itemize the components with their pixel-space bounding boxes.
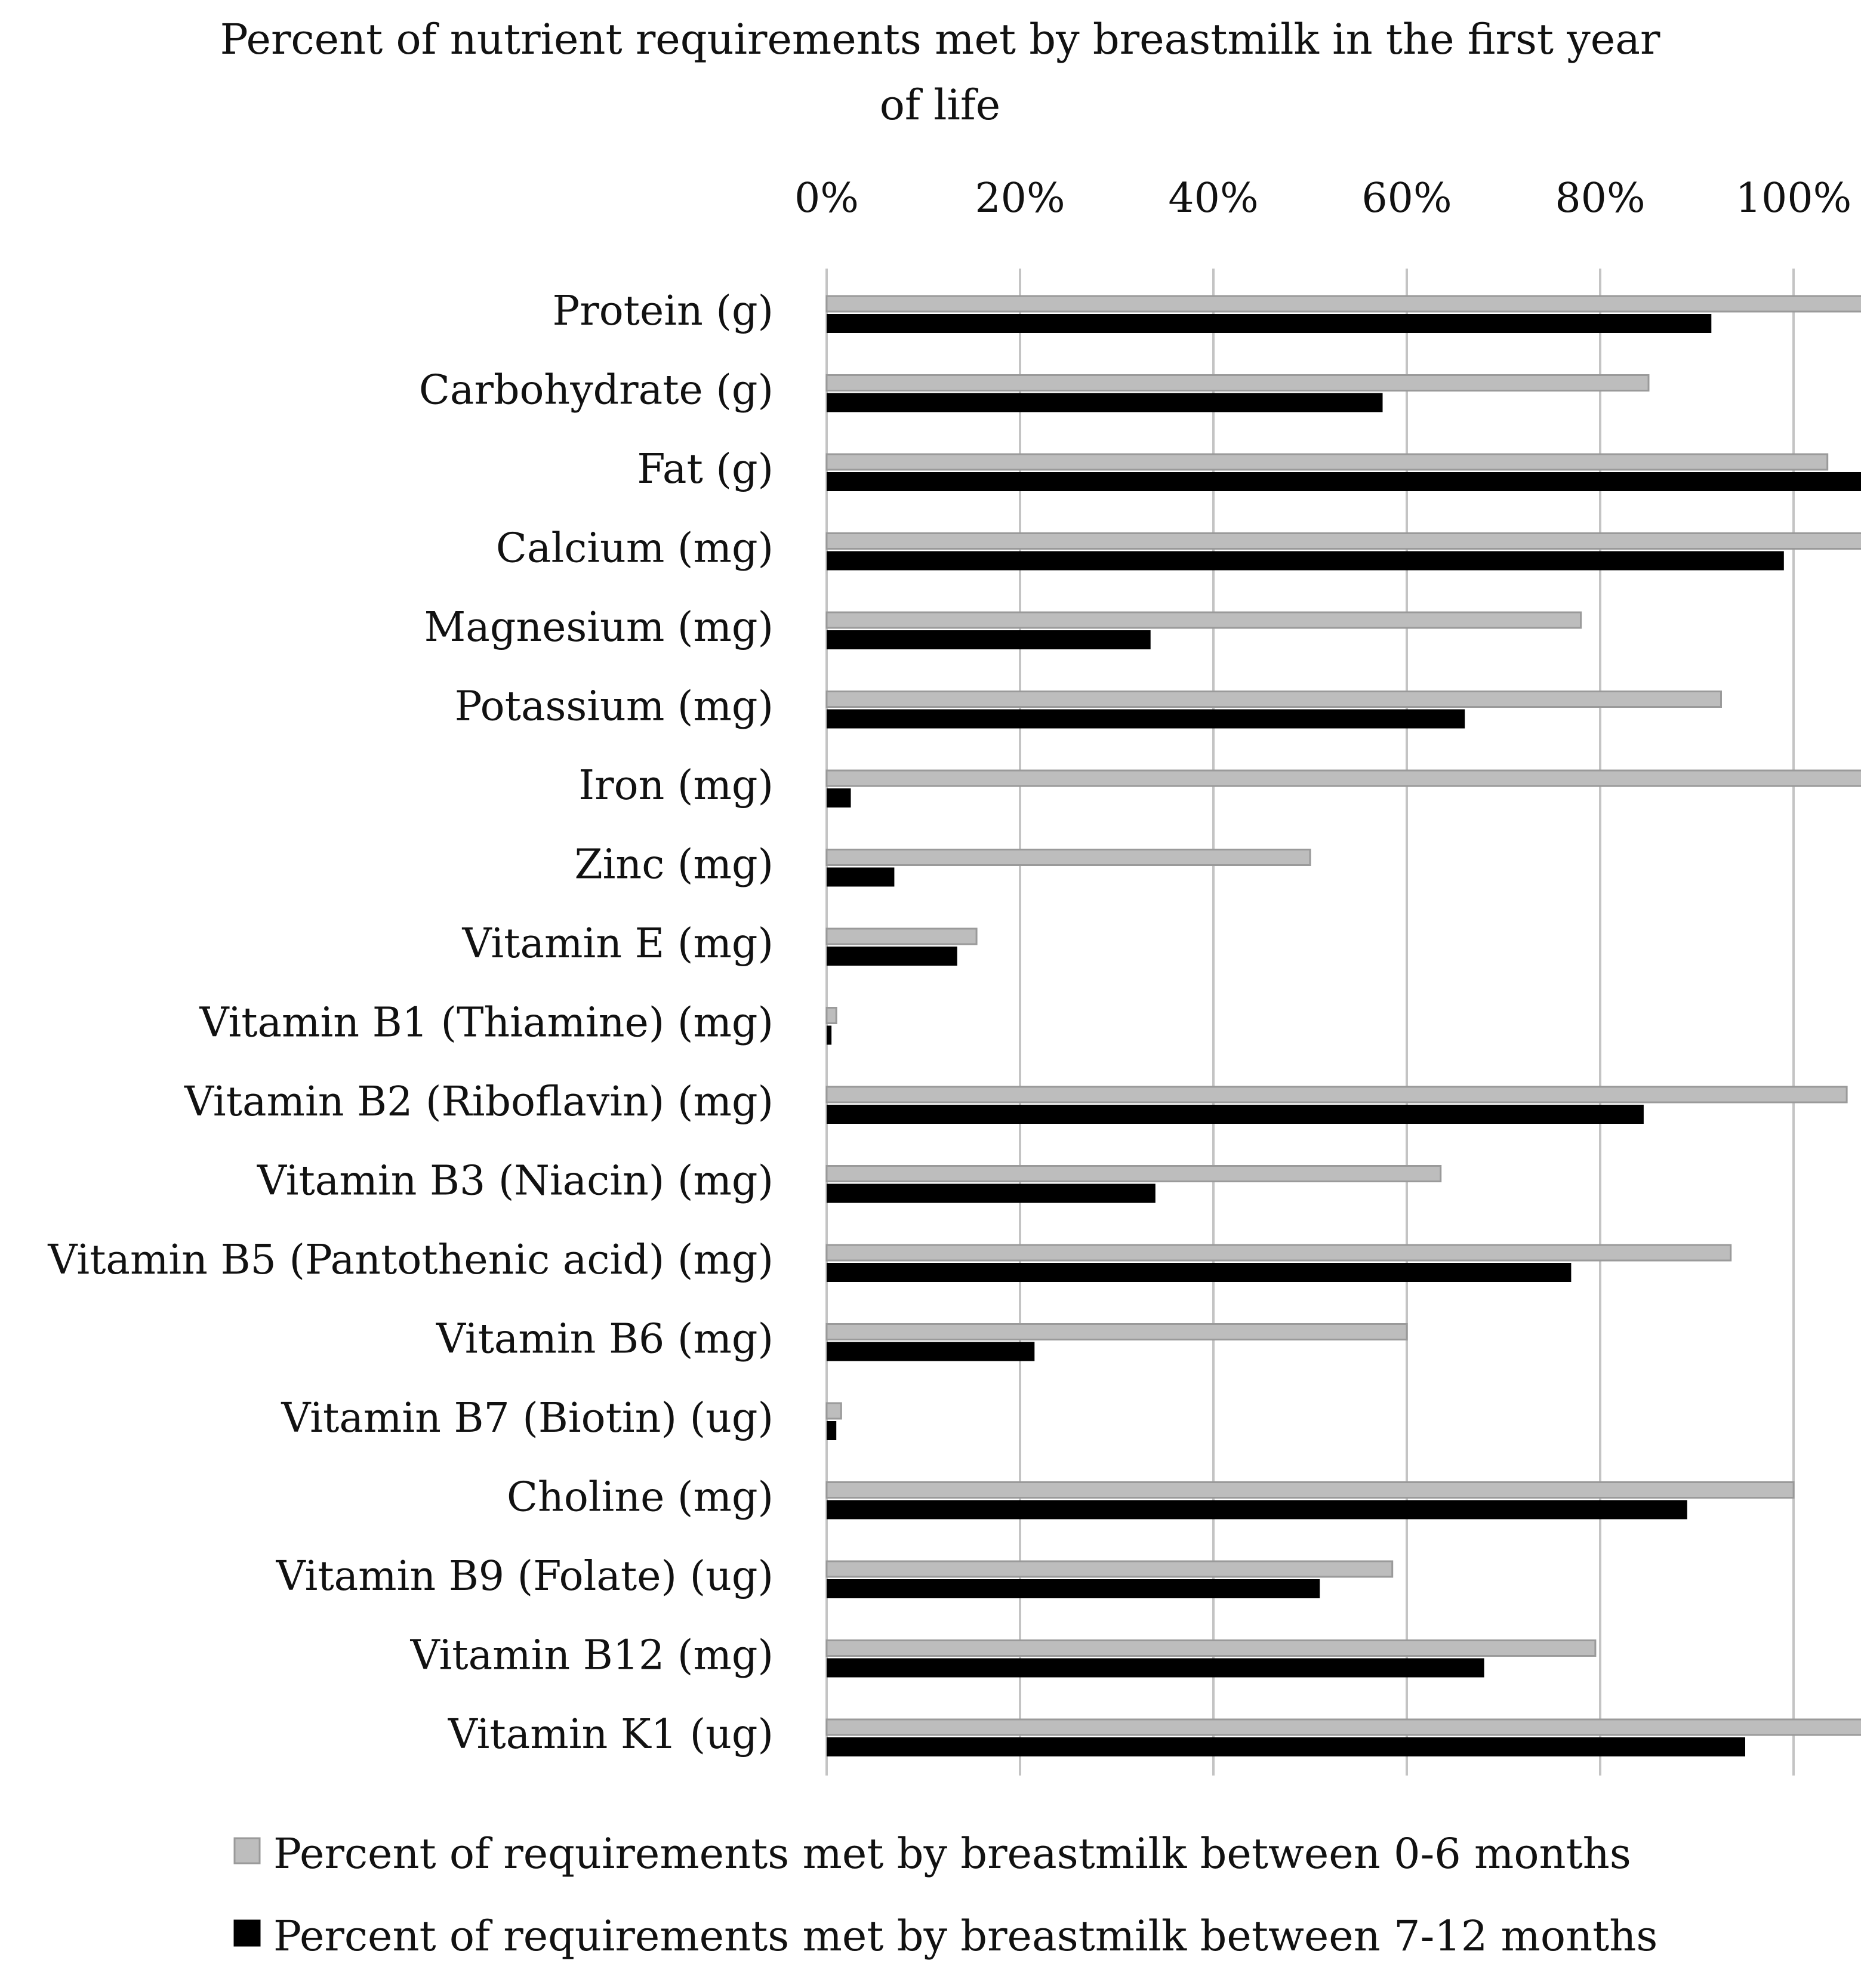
category-label: Potassium (mg) bbox=[455, 683, 774, 731]
bar-0-6-months bbox=[825, 1639, 1597, 1657]
bar-7-12-months bbox=[827, 947, 957, 966]
legend-label: Percent of requirements met by breastmil… bbox=[273, 1912, 1657, 1961]
bar-7-12-months bbox=[827, 630, 1151, 649]
bar-0-6-months bbox=[825, 1323, 1408, 1340]
bar-7-12-months bbox=[827, 867, 895, 887]
x-tick-label: 100% bbox=[1736, 175, 1851, 222]
x-tick-label: 40% bbox=[1168, 175, 1258, 222]
category-label: Calcium (mg) bbox=[496, 525, 774, 572]
category-label: Vitamin K1 (ug) bbox=[448, 1711, 774, 1758]
bar-0-6-months bbox=[825, 1007, 837, 1024]
category-label: Fat (g) bbox=[637, 446, 774, 493]
category-labels: Protein (g) Carbohydrate (g) Fat (g) Calciu… bbox=[47, 288, 774, 1758]
bar-7-12-months bbox=[827, 709, 1465, 729]
category-label: Vitamin B9 (Folate) (ug) bbox=[276, 1553, 774, 1600]
gridlines bbox=[825, 269, 1795, 1776]
bar-7-12-months bbox=[827, 1579, 1320, 1598]
category-label: Vitamin B12 (mg) bbox=[410, 1632, 774, 1679]
bar-0-6-months bbox=[825, 1244, 1732, 1262]
bar-7-12-months bbox=[827, 1658, 1484, 1678]
bar-0-6-months bbox=[825, 374, 1650, 392]
category-label: Vitamin B5 (Pantothenic acid) (mg) bbox=[47, 1237, 774, 1284]
category-label: Vitamin B1 (Thiamine) (mg) bbox=[199, 1000, 774, 1047]
bar-7-12-months bbox=[827, 472, 1861, 491]
bar-0-6-months bbox=[825, 1718, 1861, 1736]
bar-7-12-months bbox=[827, 1737, 1745, 1756]
x-tick-label: 60% bbox=[1361, 175, 1452, 222]
bar-7-12-months bbox=[827, 1263, 1572, 1282]
bar-0-6-months bbox=[825, 849, 1311, 866]
bars bbox=[825, 295, 1861, 1756]
bar-7-12-months bbox=[827, 1025, 832, 1045]
bar-7-12-months bbox=[827, 1500, 1687, 1519]
bar-0-6-months bbox=[825, 1402, 842, 1420]
category-label: Zinc (mg) bbox=[574, 842, 774, 889]
bar-0-6-months bbox=[825, 532, 1861, 550]
category-label: Iron (mg) bbox=[578, 762, 774, 809]
bar-7-12-months bbox=[827, 551, 1784, 571]
bar-7-12-months bbox=[827, 788, 851, 807]
bar-0-6-months bbox=[825, 691, 1722, 708]
bar-7-12-months bbox=[827, 314, 1712, 333]
category-label: Protein (g) bbox=[552, 288, 774, 335]
category-label: Magnesium (mg) bbox=[424, 604, 774, 651]
bar-0-6-months bbox=[825, 927, 978, 945]
category-label: Vitamin B7 (Biotin) (ug) bbox=[281, 1395, 774, 1442]
x-tick-label: 20% bbox=[975, 175, 1065, 222]
bar-7-12-months bbox=[827, 1421, 837, 1440]
bar-0-6-months bbox=[825, 611, 1582, 629]
x-tick-label: 80% bbox=[1555, 175, 1645, 222]
chart-title-line-1: Percent of nutrient requirements met by … bbox=[220, 15, 1660, 64]
bar-7-12-months bbox=[827, 1342, 1035, 1361]
chart-title-line-2: of life bbox=[880, 81, 1000, 130]
bar-0-6-months bbox=[825, 1481, 1795, 1499]
bar-0-6-months bbox=[825, 1165, 1442, 1182]
bar-0-6-months bbox=[825, 453, 1829, 471]
category-label: Carbohydrate (g) bbox=[419, 367, 774, 414]
legend-label: Percent of requirements met by breastmil… bbox=[273, 1829, 1631, 1878]
chart-title: Percent of nutrient requirements met by … bbox=[220, 15, 1660, 130]
bar-7-12-months bbox=[827, 1105, 1644, 1124]
x-axis-ticks: 0%20%40%60%80%100%120%140% bbox=[794, 175, 1851, 222]
category-label: Choline (mg) bbox=[507, 1474, 774, 1521]
legend-item-0-6-months: Percent of requirements met by breastmil… bbox=[233, 1829, 1631, 1878]
legend-swatch bbox=[233, 1837, 261, 1864]
bar-0-6-months bbox=[825, 1560, 1394, 1578]
legend-item-7-12-months: Percent of requirements met by breastmil… bbox=[233, 1912, 1657, 1961]
legend-swatch bbox=[233, 1919, 261, 1947]
x-tick-label: 0% bbox=[794, 175, 859, 222]
category-label: Vitamin E (mg) bbox=[462, 920, 774, 967]
bar-0-6-months bbox=[825, 295, 1861, 313]
legend: Percent of requirements met by breastmil… bbox=[233, 1829, 1657, 1961]
bar-0-6-months bbox=[825, 769, 1861, 787]
category-label: Vitamin B3 (Niacin) (mg) bbox=[257, 1158, 774, 1205]
bar-7-12-months bbox=[827, 1183, 1156, 1203]
category-label: Vitamin B2 (Riboflavin) (mg) bbox=[184, 1078, 774, 1126]
bar-7-12-months bbox=[827, 393, 1383, 412]
bar-0-6-months bbox=[825, 1086, 1848, 1104]
category-label: Vitamin B6 (mg) bbox=[436, 1316, 774, 1363]
